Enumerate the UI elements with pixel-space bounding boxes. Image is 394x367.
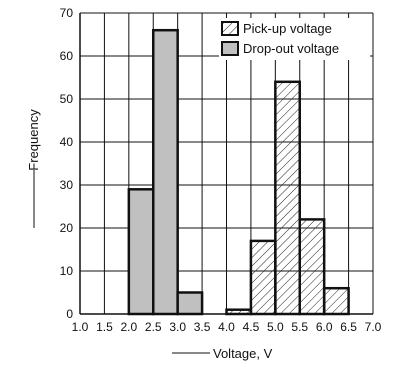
y-tick-label: 40 bbox=[60, 135, 74, 149]
legend-label-pickup: Pick-up voltage bbox=[243, 21, 332, 36]
x-tick-label: 1.0 bbox=[72, 320, 89, 334]
legend-label-dropout: Drop-out voltage bbox=[243, 41, 339, 56]
y-tick-label: 20 bbox=[60, 221, 74, 235]
legend: Pick-up voltage Drop-out voltage bbox=[219, 18, 370, 60]
bar-dropout bbox=[127, 188, 155, 316]
x-tick-label: 7.0 bbox=[365, 320, 382, 334]
ticks-layer: 1.0 1.5 2.0 2.5 3.0 3.5 4.0 4.5 5.0 5.5 6.0 6.5 7.0 0… bbox=[60, 6, 382, 334]
x-tick-label: 4.0 bbox=[218, 320, 235, 334]
legend-swatch-pickup bbox=[221, 21, 239, 36]
bar-dropout bbox=[176, 291, 204, 316]
x-tick-label: 6.0 bbox=[316, 320, 333, 334]
y-tick-label: 30 bbox=[60, 178, 74, 192]
legend-background bbox=[219, 18, 370, 60]
x-tick-label: 3.5 bbox=[194, 320, 211, 334]
x-tick-label: 6.5 bbox=[340, 320, 357, 334]
x-tick-label: 5.0 bbox=[267, 320, 284, 334]
y-tick-label: 50 bbox=[60, 92, 74, 106]
legend-swatch-dropout bbox=[221, 41, 239, 56]
y-tick-label: 70 bbox=[60, 6, 74, 20]
y-tick-label: 10 bbox=[60, 264, 74, 278]
y-axis-title: Frequency bbox=[26, 109, 41, 171]
x-tick-label: 3.0 bbox=[169, 320, 186, 334]
y-tick-label: 60 bbox=[60, 49, 74, 63]
x-tick-label: 5.5 bbox=[291, 320, 308, 334]
bar-pickup bbox=[274, 80, 302, 316]
x-axis-title: Voltage, V bbox=[213, 346, 273, 361]
axis-layer bbox=[79, 13, 373, 315]
bar-dropout bbox=[152, 28, 179, 316]
bar-pickup bbox=[322, 286, 350, 316]
bars-layer bbox=[127, 28, 350, 316]
bar-pickup bbox=[298, 218, 326, 316]
bar-pickup bbox=[249, 239, 277, 316]
x-tick-label: 2.5 bbox=[145, 320, 162, 334]
x-tick-label: 4.5 bbox=[243, 320, 260, 334]
x-tick-label: 1.5 bbox=[96, 320, 113, 334]
y-tick-label: 0 bbox=[66, 307, 73, 321]
x-tick-label: 2.0 bbox=[120, 320, 137, 334]
